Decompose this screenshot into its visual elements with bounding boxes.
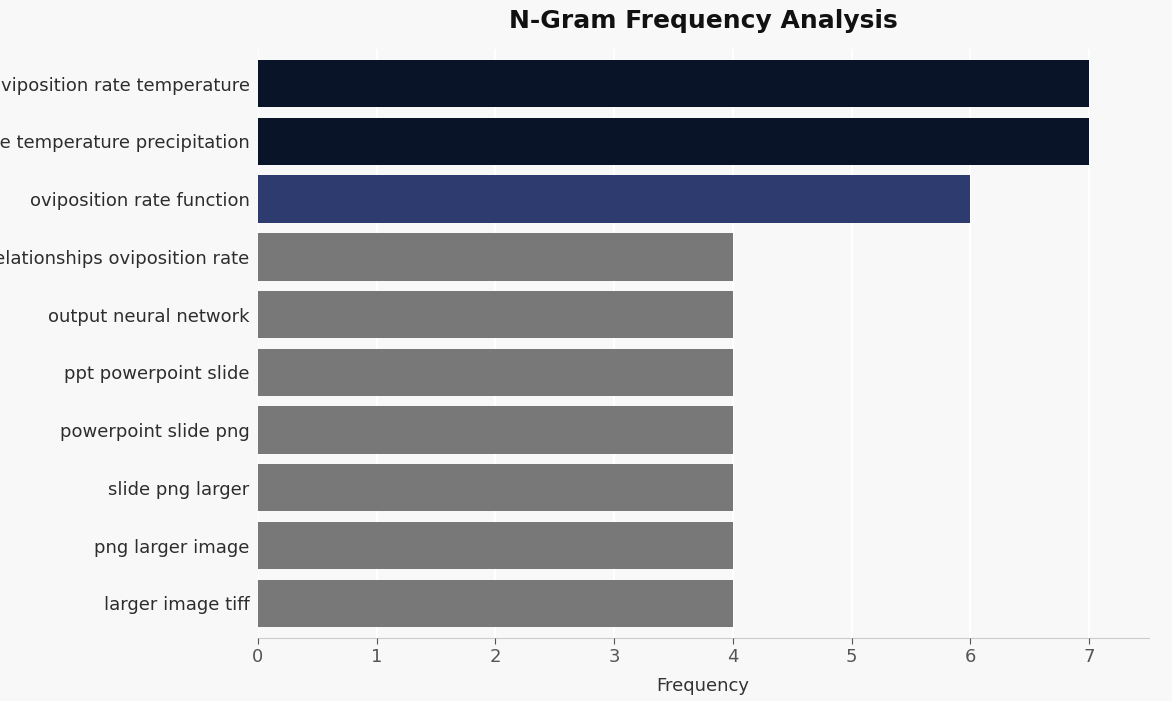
- Bar: [258, 580, 732, 627]
- Bar: [258, 464, 732, 512]
- Bar: [258, 233, 732, 280]
- Bar: [258, 522, 732, 569]
- Bar: [258, 175, 970, 223]
- Bar: [258, 60, 1089, 107]
- Bar: [258, 291, 732, 339]
- X-axis label: Frequency: Frequency: [656, 677, 750, 695]
- Title: N-Gram Frequency Analysis: N-Gram Frequency Analysis: [509, 9, 898, 33]
- Bar: [258, 407, 732, 454]
- Bar: [258, 348, 732, 396]
- Bar: [258, 118, 1089, 165]
